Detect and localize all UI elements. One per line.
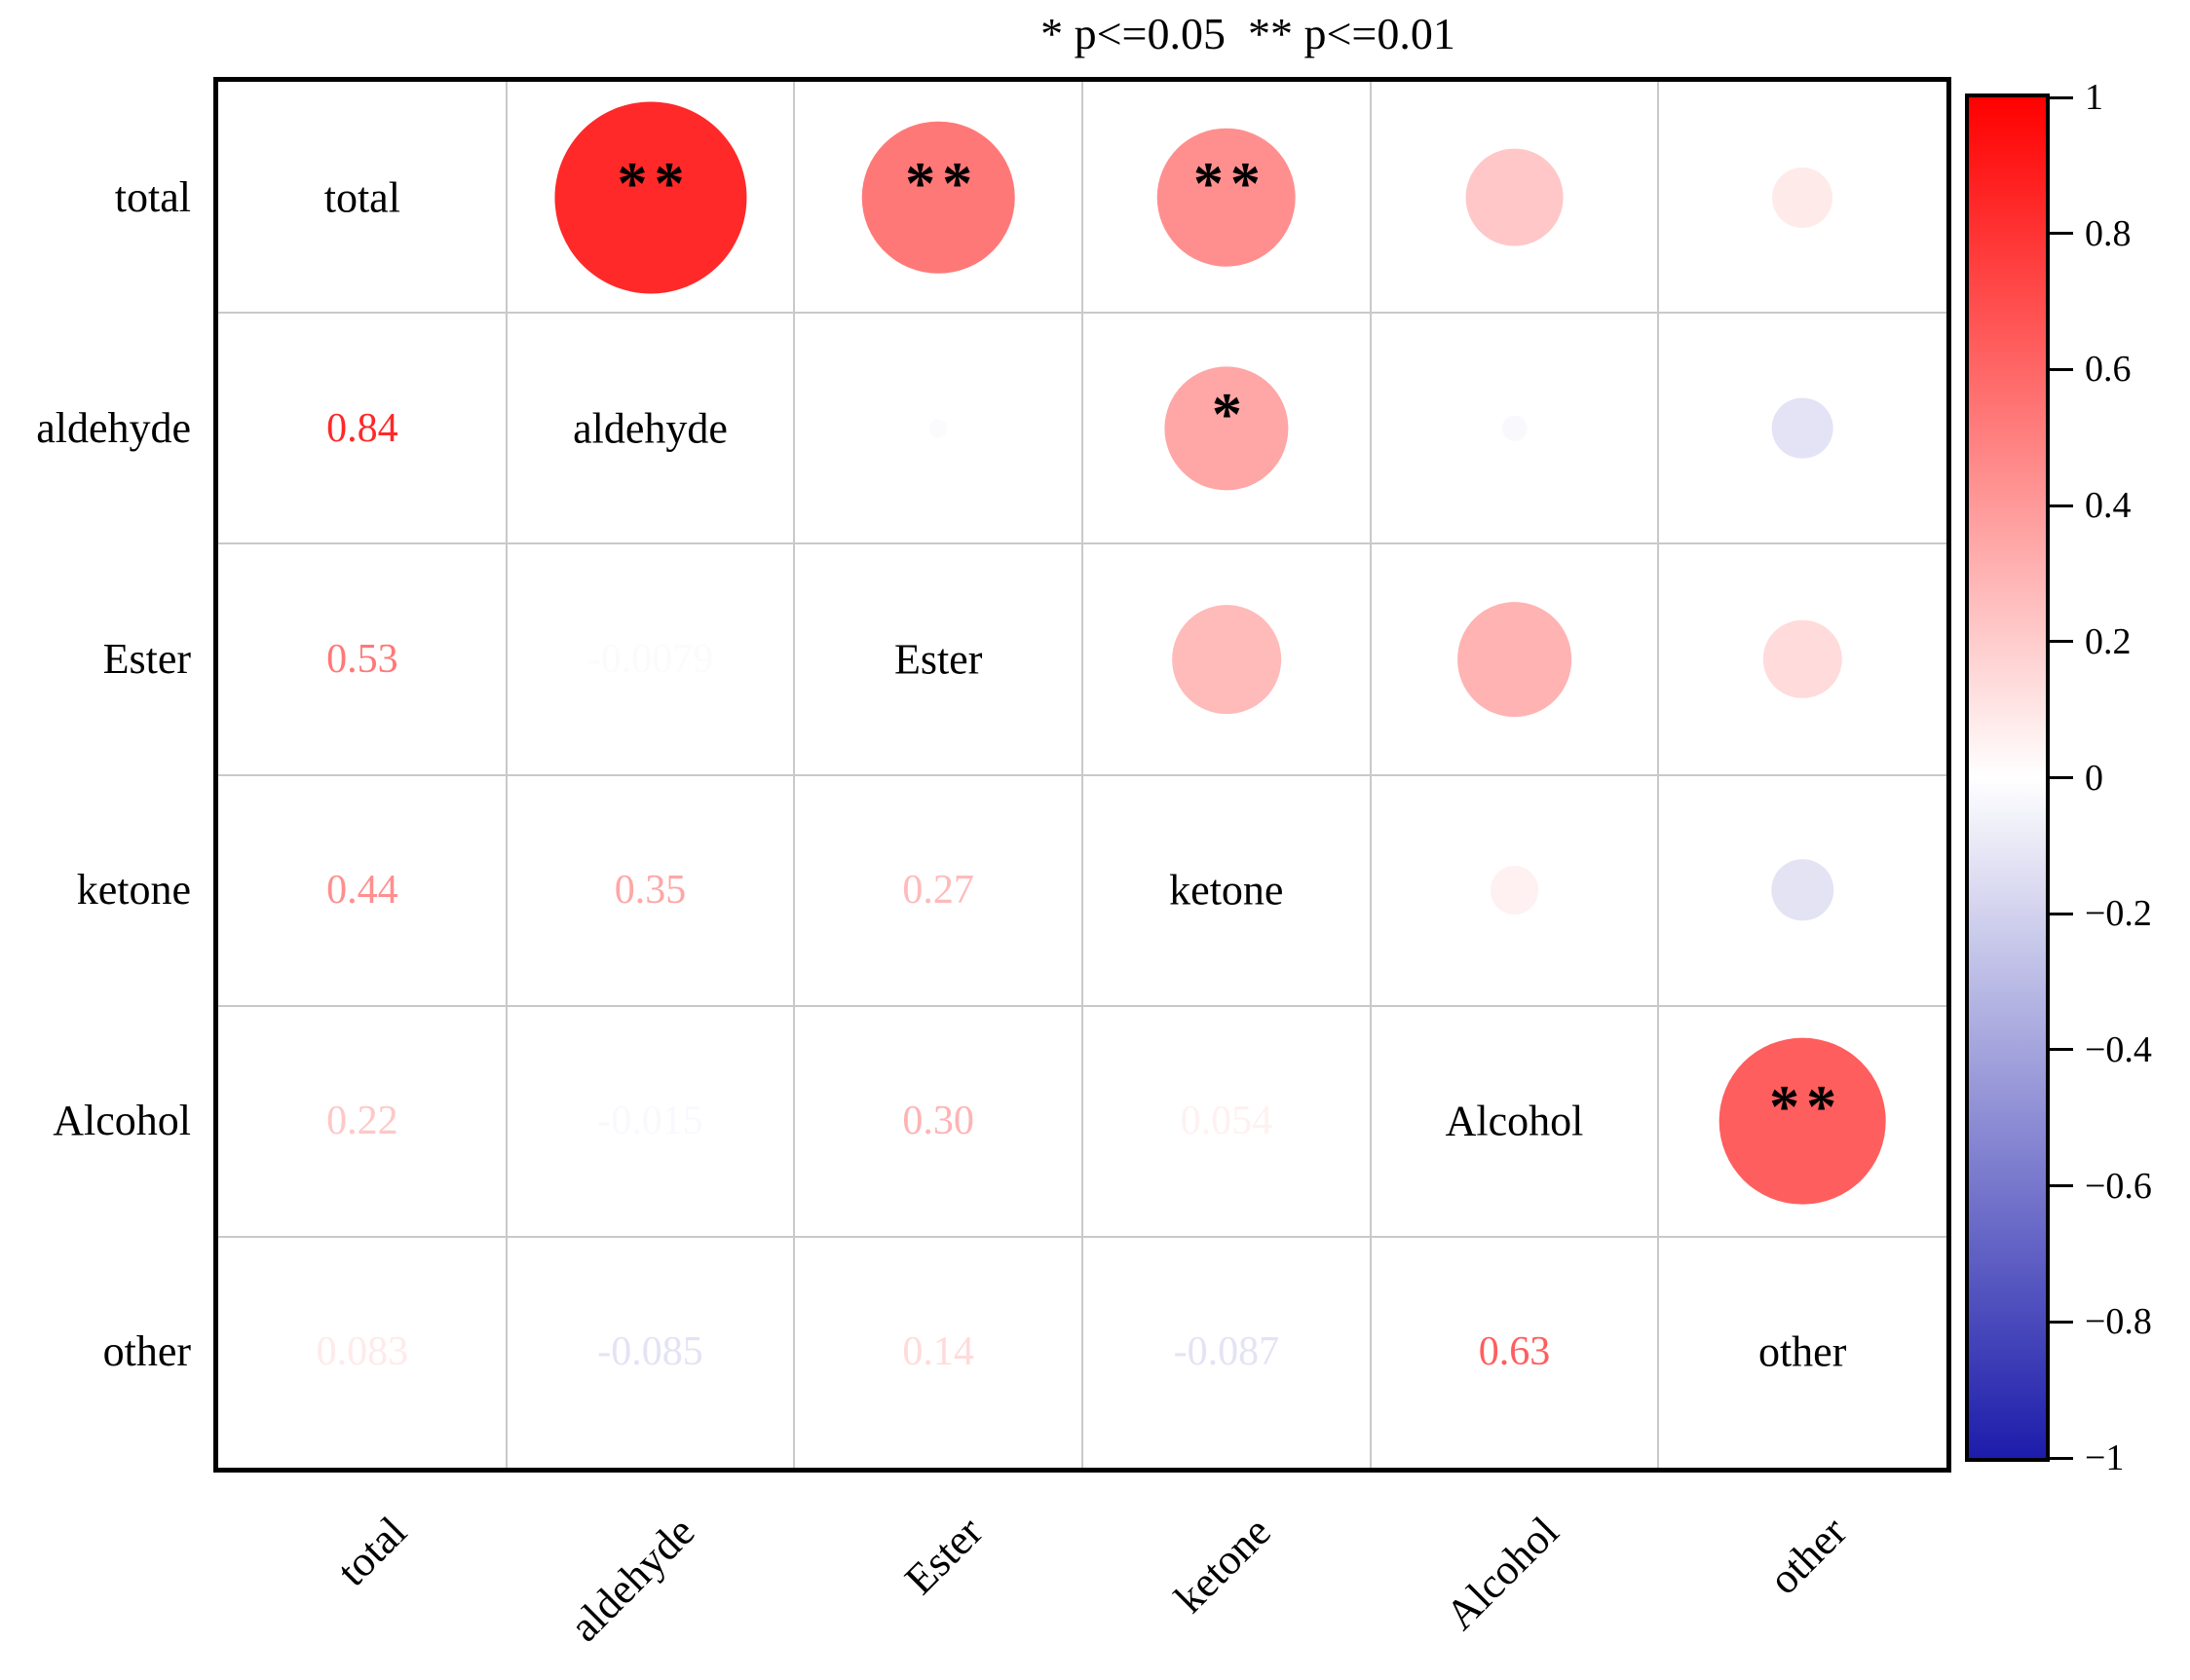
- x-axis-label: Ester: [895, 1507, 992, 1604]
- colorbar-tick: [2046, 776, 2073, 779]
- colorbar-tick: [2046, 95, 2073, 99]
- correlation-circle: [1164, 366, 1289, 491]
- correlation-value: 0.63: [1478, 1329, 1551, 1375]
- correlation-circle: [1456, 602, 1572, 717]
- colorbar-tick-label: −0.6: [2085, 1165, 2152, 1207]
- x-axis-label: other: [1759, 1507, 1856, 1604]
- grid-line-horizontal: [218, 1235, 1946, 1238]
- correlation-value: 0.22: [326, 1099, 398, 1144]
- correlation-value: 0.30: [902, 1099, 974, 1144]
- colorbar-tick-label: 0.8: [2085, 212, 2132, 254]
- colorbar: [1965, 93, 2050, 1462]
- colorbar-tick-label: 0.6: [2085, 349, 2132, 391]
- correlation-circle: [928, 419, 948, 438]
- correlation-circle: [1501, 415, 1528, 441]
- correlation-value: 0.054: [1180, 1099, 1273, 1144]
- diagonal-label: aldehyde: [573, 404, 728, 453]
- correlation-value: -0.087: [1173, 1329, 1280, 1375]
- significance-stars: **: [1192, 150, 1267, 217]
- correlation-value: 0.14: [902, 1329, 974, 1375]
- colorbar-tick: [2046, 640, 2073, 644]
- significance-stars: **: [617, 150, 692, 217]
- correlation-value: 0.083: [316, 1329, 409, 1375]
- colorbar-tick-label: 0.2: [2085, 620, 2132, 662]
- y-axis-label: Ester: [102, 634, 191, 683]
- x-axis-label: ketone: [1164, 1507, 1280, 1623]
- correlation-value: -0.085: [597, 1329, 703, 1375]
- colorbar-tick: [2046, 504, 2073, 507]
- colorbar-tick: [2046, 912, 2073, 915]
- correlation-circle: [1156, 128, 1297, 267]
- colorbar-tick-label: 0: [2085, 757, 2103, 799]
- correlation-value: 0.44: [326, 868, 398, 914]
- correlation-circle: [1465, 148, 1564, 246]
- y-axis-label: other: [102, 1327, 191, 1376]
- correlation-circle: [1771, 397, 1833, 460]
- correlation-circle: [1771, 859, 1833, 921]
- grid-line-vertical: [1369, 82, 1372, 1468]
- y-axis-label: total: [114, 172, 191, 221]
- colorbar-tick-label: −0.4: [2085, 1028, 2152, 1070]
- colorbar-tick-label: −1: [2085, 1437, 2125, 1478]
- significance-stars: *: [1211, 381, 1249, 448]
- grid-line-vertical: [1657, 82, 1660, 1468]
- colorbar-tick-label: 0.4: [2085, 485, 2132, 527]
- colorbar-tick-label: −0.8: [2085, 1301, 2152, 1343]
- correlation-circle: [1171, 605, 1281, 714]
- x-axis-label: total: [327, 1507, 416, 1595]
- colorbar-tick: [2046, 1456, 2073, 1460]
- correlation-circle: [1490, 866, 1539, 915]
- correlation-value: 0.53: [326, 636, 398, 682]
- correlation-value: -0.015: [597, 1099, 703, 1144]
- colorbar-tick: [2046, 367, 2073, 371]
- correlation-value: -0.0079: [586, 636, 714, 682]
- correlation-value: 0.27: [902, 868, 974, 914]
- correlation-circle: [553, 101, 747, 294]
- colorbar-tick-label: −0.2: [2085, 893, 2152, 935]
- diagonal-label: ketone: [1169, 866, 1284, 915]
- x-axis-label: Alcohol: [1436, 1507, 1568, 1639]
- y-axis-label: aldehyde: [36, 403, 191, 452]
- x-axis-label: aldehyde: [560, 1507, 704, 1651]
- diagonal-label: total: [323, 173, 400, 222]
- colorbar-tick: [2046, 1048, 2073, 1052]
- correlation-value: 0.35: [614, 868, 687, 914]
- significance-stars: **: [905, 150, 980, 217]
- significance-stars: **: [1769, 1074, 1844, 1141]
- correlation-circle: [1718, 1037, 1886, 1205]
- correlation-circle: [861, 121, 1015, 274]
- colorbar-tick-label: 1: [2085, 77, 2103, 118]
- colorbar-tick: [2046, 1320, 2073, 1324]
- y-axis-label: ketone: [76, 866, 191, 915]
- plot-title: * p<=0.05 ** p<=0.01: [1040, 9, 1455, 58]
- grid-line-horizontal: [218, 773, 1946, 776]
- diagonal-label: other: [1757, 1327, 1847, 1376]
- diagonal-label: Alcohol: [1445, 1097, 1584, 1145]
- correlation-circle: [1772, 167, 1833, 228]
- colorbar-tick: [2046, 1184, 2073, 1188]
- y-axis-label: Alcohol: [53, 1097, 191, 1145]
- diagonal-label: Ester: [893, 635, 983, 684]
- colorbar-tick: [2046, 232, 2073, 236]
- grid-line-horizontal: [218, 1004, 1946, 1007]
- correlation-value: 0.84: [326, 405, 398, 451]
- correlation-circle: [1762, 619, 1842, 699]
